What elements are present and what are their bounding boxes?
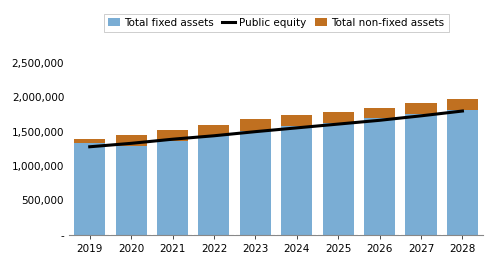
Public equity — [335, 123, 341, 126]
Public equity — [87, 145, 93, 149]
Bar — [199, 136, 230, 235]
Public equity — [170, 138, 176, 141]
Public equity — [128, 142, 134, 145]
Bar — [116, 146, 147, 235]
Line: Public equity: Public equity — [90, 111, 462, 147]
Bar — [240, 119, 271, 131]
Bar — [157, 130, 188, 141]
Bar — [281, 126, 313, 235]
Bar — [157, 141, 188, 235]
Public equity — [377, 119, 383, 122]
Public equity — [211, 134, 217, 137]
Bar — [364, 118, 395, 235]
Bar — [199, 126, 230, 136]
Public equity — [294, 126, 300, 129]
Bar — [406, 114, 437, 235]
Bar — [74, 138, 106, 143]
Public equity — [459, 109, 465, 113]
Bar — [74, 143, 106, 235]
Legend: Total fixed assets, Public equity, Total non-fixed assets: Total fixed assets, Public equity, Total… — [104, 13, 449, 32]
Bar — [323, 123, 354, 235]
Bar — [240, 131, 271, 235]
Bar — [447, 99, 478, 110]
Bar — [281, 115, 313, 126]
Bar — [406, 103, 437, 114]
Bar — [364, 108, 395, 118]
Bar — [447, 110, 478, 235]
Public equity — [418, 114, 424, 117]
Bar — [116, 135, 147, 146]
Bar — [323, 112, 354, 123]
Public equity — [252, 130, 258, 133]
